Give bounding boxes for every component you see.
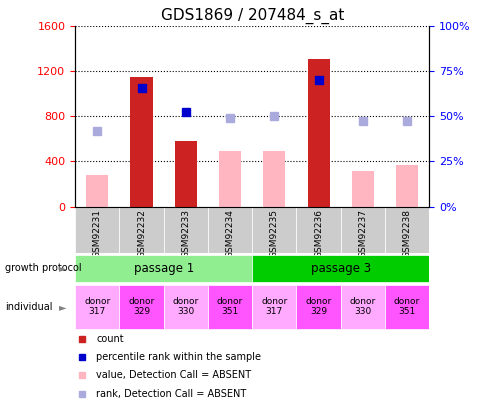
Bar <box>384 207 428 253</box>
Bar <box>208 285 252 329</box>
Text: GSM92234: GSM92234 <box>225 209 234 258</box>
Text: donor
330: donor 330 <box>172 297 198 316</box>
Text: donor
330: donor 330 <box>349 297 375 316</box>
Bar <box>340 207 384 253</box>
Text: GSM92233: GSM92233 <box>181 209 190 258</box>
Text: donor
317: donor 317 <box>84 297 110 316</box>
Bar <box>340 285 384 329</box>
Bar <box>75 285 119 329</box>
Text: percentile rank within the sample: percentile rank within the sample <box>96 352 261 362</box>
Text: GSM92236: GSM92236 <box>314 209 322 258</box>
Bar <box>164 207 208 253</box>
Bar <box>252 255 428 282</box>
Text: growth protocol: growth protocol <box>5 263 81 273</box>
Bar <box>296 285 340 329</box>
Text: GSM92231: GSM92231 <box>92 209 102 258</box>
Text: GSM92232: GSM92232 <box>137 209 146 258</box>
Text: rank, Detection Call = ABSENT: rank, Detection Call = ABSENT <box>96 389 246 399</box>
Title: GDS1869 / 207484_s_at: GDS1869 / 207484_s_at <box>160 7 343 23</box>
Bar <box>119 285 164 329</box>
Bar <box>395 165 417 207</box>
Text: passage 3: passage 3 <box>310 262 370 275</box>
Bar <box>130 77 152 207</box>
Bar <box>219 151 241 207</box>
Bar <box>86 175 108 207</box>
Bar <box>75 207 119 253</box>
Text: donor
351: donor 351 <box>216 297 242 316</box>
Bar <box>384 285 428 329</box>
Text: donor
329: donor 329 <box>128 297 154 316</box>
Bar <box>174 141 197 207</box>
Text: ►: ► <box>59 263 67 273</box>
Text: GSM92238: GSM92238 <box>402 209 411 258</box>
Text: donor
317: donor 317 <box>261 297 287 316</box>
Text: donor
351: donor 351 <box>393 297 419 316</box>
Bar <box>351 171 373 207</box>
Bar <box>164 285 208 329</box>
Text: passage 1: passage 1 <box>133 262 194 275</box>
Bar <box>208 207 252 253</box>
Text: ►: ► <box>59 302 67 312</box>
Text: individual: individual <box>5 302 52 312</box>
Bar <box>263 151 285 207</box>
Text: GSM92237: GSM92237 <box>358 209 366 258</box>
Bar <box>75 255 252 282</box>
Text: count: count <box>96 334 124 343</box>
Bar <box>307 59 329 207</box>
Bar <box>296 207 340 253</box>
Bar <box>252 285 296 329</box>
Text: value, Detection Call = ABSENT: value, Detection Call = ABSENT <box>96 371 251 380</box>
Bar <box>119 207 164 253</box>
Text: donor
329: donor 329 <box>305 297 331 316</box>
Text: GSM92235: GSM92235 <box>269 209 278 258</box>
Bar <box>252 207 296 253</box>
